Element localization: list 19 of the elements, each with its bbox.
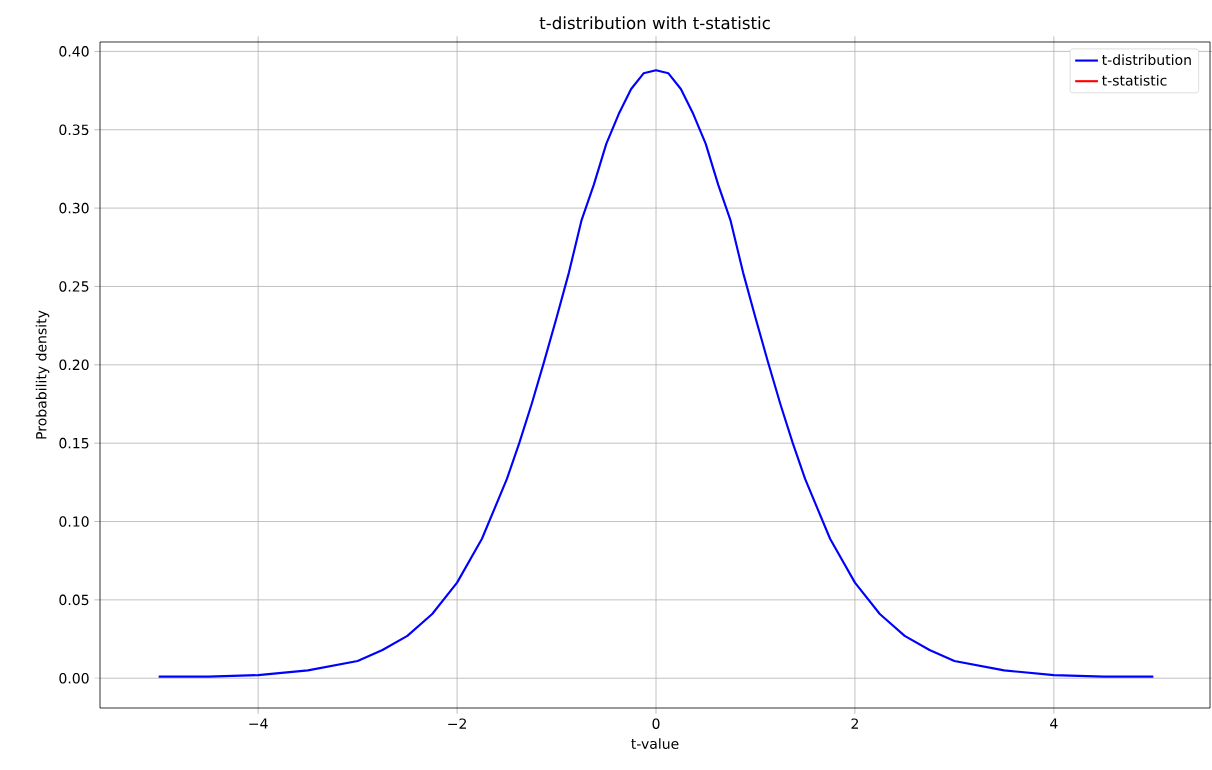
- legend-label: t-distribution: [1102, 54, 1191, 66]
- y-tick-label: 0.30: [59, 202, 89, 214]
- x-axis-title: t-value: [631, 738, 679, 749]
- y-tick-label: 0.00: [59, 672, 89, 684]
- x-tick-label: −2: [448, 718, 466, 729]
- y-tick-label: 0.25: [59, 281, 89, 292]
- y-axis-title: Probability density: [35, 310, 50, 439]
- x-tick-label: 4: [1050, 718, 1058, 729]
- x-tick-label: −4: [249, 718, 268, 729]
- y-tick-label: 0.10: [59, 516, 89, 527]
- y-tick-label: 0.15: [59, 437, 89, 449]
- y-tick-label: 0.40: [59, 46, 89, 57]
- y-tick-label: 0.05: [59, 594, 89, 606]
- legend-label: t-statistic: [1102, 74, 1167, 86]
- x-tick-label: 2: [851, 718, 858, 729]
- x-tick-label: 0: [652, 718, 660, 729]
- y-tick-label: 0.20: [59, 359, 89, 371]
- chart-title: t-distribution with t-statistic: [539, 16, 770, 30]
- y-tick-label: 0.35: [59, 124, 89, 136]
